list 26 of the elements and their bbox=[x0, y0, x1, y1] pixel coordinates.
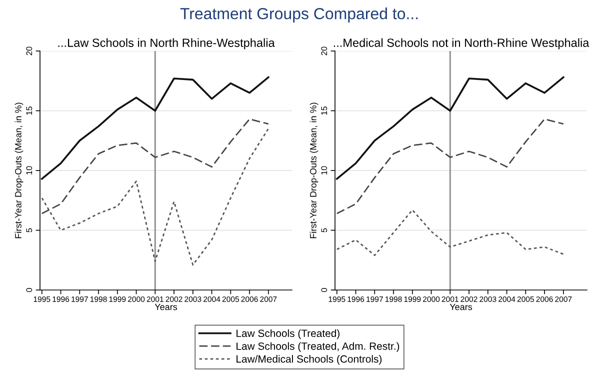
x-axis-title: Years bbox=[154, 304, 178, 310]
line-series bbox=[336, 209, 564, 256]
chart-subtitle: ...Law Schools in North Rhine-Westphalia bbox=[58, 38, 275, 50]
y-axis-title: First-Year Drop-Outs (Mean, in %) bbox=[310, 102, 318, 238]
line-series bbox=[336, 76, 564, 180]
chart-title: Treatment Groups Compared to... bbox=[180, 8, 418, 22]
line-series bbox=[336, 118, 564, 214]
y-tick-label: 10 bbox=[26, 166, 32, 174]
y-tick-label: 15 bbox=[321, 106, 328, 115]
legend-label: Law Schools (Treated, Adm. Restr.) bbox=[236, 342, 400, 352]
legend-label: Law/Medical Schools (Controls) bbox=[236, 355, 382, 365]
y-tick-label: 20 bbox=[321, 46, 328, 56]
line-series bbox=[41, 118, 270, 214]
y-tick-label: 20 bbox=[26, 46, 32, 56]
y-tick-label: 10 bbox=[321, 166, 328, 174]
x-axis-title: Years bbox=[450, 304, 472, 310]
y-axis-title: First-Year Drop-Outs (Mean, in %) bbox=[14, 102, 24, 238]
y-tick-label: 0 bbox=[26, 288, 32, 292]
y-tick-label: 5 bbox=[26, 228, 32, 232]
y-tick-label: 5 bbox=[321, 228, 328, 232]
legend-label: Law Schools (Treated) bbox=[236, 329, 340, 340]
y-tick-label: 0 bbox=[321, 288, 328, 292]
line-series bbox=[41, 128, 270, 266]
y-tick-label: 15 bbox=[26, 106, 32, 115]
line-series bbox=[40, 76, 270, 180]
chart-subtitle: ...Medical Schools not in North-Rhine Westphalia bbox=[334, 38, 590, 50]
